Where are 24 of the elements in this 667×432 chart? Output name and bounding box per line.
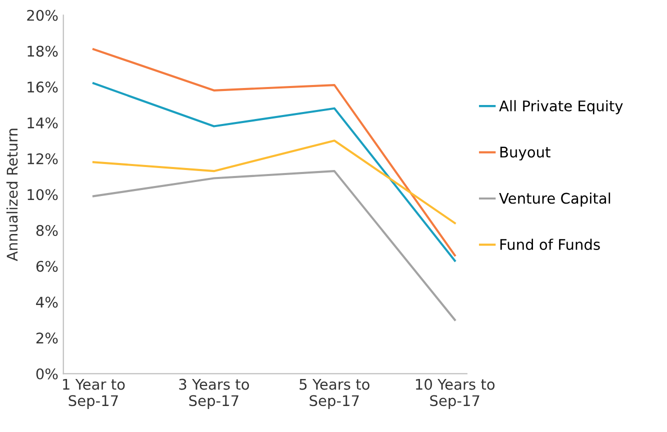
line-series	[92, 82, 456, 262]
y-tick-label: 2%	[36, 332, 58, 344]
x-tick-label: 1 Year to Sep-17	[63, 378, 125, 409]
line-series	[92, 48, 456, 256]
legend-label: Venture Capital	[499, 192, 610, 207]
x-tick-label: 10 Years to Sep-17	[416, 378, 495, 409]
y-tick-label: 10%	[28, 189, 58, 200]
legend-label: All Private Equity	[499, 100, 623, 114]
y-tick-label: 4%	[36, 296, 58, 308]
y-tick-label: 16%	[28, 82, 58, 93]
y-tick-label: 18%	[28, 46, 58, 57]
y-tick-label: 12%	[28, 153, 58, 164]
x-tick-label: 5 Years to Sep-17	[300, 378, 370, 409]
y-tick-label: 0%	[36, 368, 58, 380]
legend-label: Fund of Funds	[500, 238, 600, 250]
y-axis-title: Annualized Return	[6, 128, 18, 262]
y-tick-label: 8%	[36, 224, 58, 236]
y-tick-label: 20%	[27, 10, 58, 21]
y-tick-label: 6%	[36, 260, 58, 272]
x-tick-label: 3 Years to Sep-17	[179, 378, 249, 409]
line-series	[92, 170, 456, 321]
line-series	[92, 140, 456, 224]
legend-label: Buyout	[500, 146, 550, 160]
y-tick-label: 14%	[28, 117, 58, 128]
